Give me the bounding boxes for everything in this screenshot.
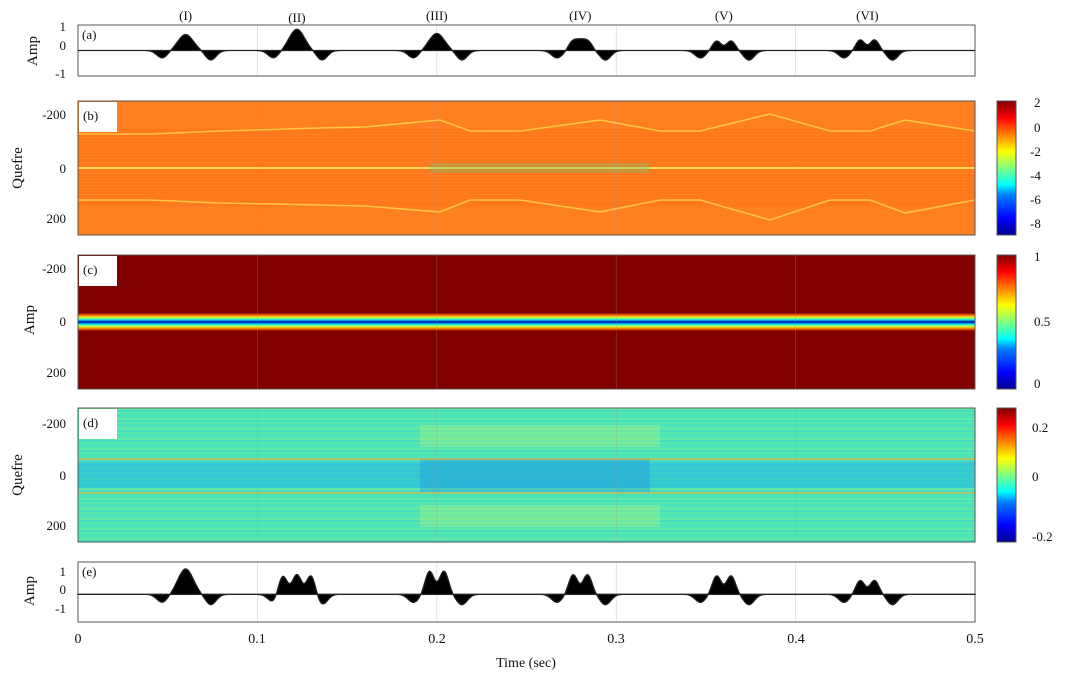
panel-e-ytick: 1 <box>60 564 67 579</box>
panel-b-ytick: -200 <box>42 107 66 122</box>
panel-c-label: (c) <box>83 262 97 277</box>
panel-b-label: (b) <box>83 108 98 123</box>
pulse-label: (I) <box>179 8 192 23</box>
signal-e-line <box>77 568 976 606</box>
panel-d-ytick: 0 <box>60 468 67 483</box>
panel-b-ytick: 200 <box>47 211 67 226</box>
panel-d: (d) Quefre -200 0 200 0.2 0 -0.2 <box>10 407 1053 544</box>
colorbar-b-tick: 0 <box>1034 120 1041 135</box>
pulse-label: (III) <box>426 8 448 23</box>
colorbar-b-tick: -2 <box>1030 144 1041 159</box>
x-tick: 0.1 <box>248 632 266 647</box>
colorbar-b-tick: -6 <box>1030 192 1041 207</box>
x-tick: 0.5 <box>966 632 984 647</box>
panel-e-ytick: 0 <box>60 582 67 597</box>
colorbar-b-tick: -8 <box>1030 216 1041 231</box>
pulse-label: (VI) <box>856 8 878 23</box>
panel-e-ylabel: Amp <box>22 576 38 606</box>
x-tick: 0 <box>75 632 82 647</box>
x-axis-label: Time (sec) <box>496 656 556 671</box>
panel-d-ytick: 200 <box>47 518 67 533</box>
panel-a-ytick: -1 <box>55 66 66 81</box>
panel-d-ytick: -200 <box>42 416 66 431</box>
panel-e-ytick: -1 <box>55 601 66 616</box>
panel-a-ytick: 0 <box>60 38 67 53</box>
colorbar-d-tick: -0.2 <box>1032 529 1053 544</box>
panel-a-ytick: 1 <box>60 19 67 34</box>
panel-a-label: (a) <box>82 27 96 42</box>
panel-c-ylabel: Amp <box>22 305 38 335</box>
panel-a: (a) Amp 1 0 -1 (I) (II) (III) (IV) (V) (VI) <box>25 8 976 81</box>
colorbar-d-tick: 0.2 <box>1032 420 1048 435</box>
panel-e-label: (e) <box>82 564 96 579</box>
panel-b-ytick: 0 <box>60 161 67 176</box>
panel-a-ylabel: Amp <box>25 36 41 66</box>
x-tick: 0.3 <box>607 632 625 647</box>
colorbar-c-tick: 0.5 <box>1034 314 1050 329</box>
panel-b-ylabel: Quefre <box>10 147 26 189</box>
panel-d-label: (d) <box>83 415 98 430</box>
signal-a-line <box>78 28 975 61</box>
colorbar-b-tick: -4 <box>1030 168 1041 183</box>
panel-c: (c) Amp -200 0 200 1 0.5 0 <box>22 249 1050 391</box>
panel-c-ytick: 200 <box>47 365 67 380</box>
panel-d-ylabel: Quefre <box>10 454 26 496</box>
colorbar-d <box>996 407 1017 543</box>
x-axis: 0 0.1 0.2 0.3 0.4 0.5 Time (sec) <box>75 632 984 671</box>
pulse-label: (II) <box>288 10 305 25</box>
panel-c-ytick: 0 <box>60 314 67 329</box>
panel-b: (b) Quefre -200 0 200 2 0 -2 -4 -6 -8 <box>10 95 1041 236</box>
colorbar-b-tick: 2 <box>1034 95 1041 110</box>
colorbar-d-tick: 0 <box>1032 469 1039 484</box>
panel-c-ytick: -200 <box>42 261 66 276</box>
panel-e: (e) Amp 1 0 -1 <box>22 561 976 623</box>
pulse-label: (V) <box>715 8 733 23</box>
colorbar-b <box>996 100 1017 236</box>
colorbar-c-tick: 0 <box>1034 376 1041 391</box>
colorbar-c-tick: 1 <box>1034 249 1041 264</box>
x-tick: 0.2 <box>428 632 446 647</box>
x-tick: 0.4 <box>787 632 805 647</box>
pulse-label: (IV) <box>569 8 591 23</box>
colorbar-c <box>996 254 1017 390</box>
